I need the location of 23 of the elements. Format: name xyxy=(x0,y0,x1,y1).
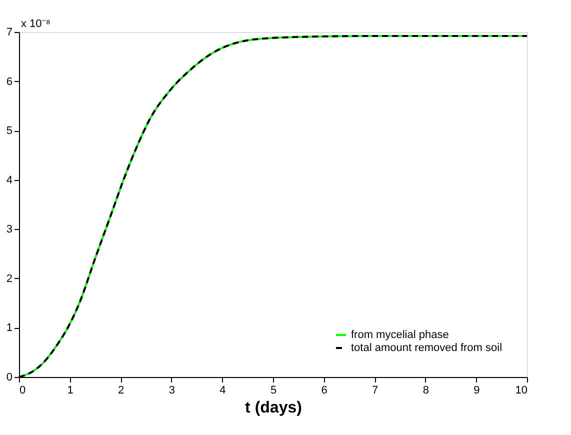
x-tick-label: 1 xyxy=(67,384,74,396)
y-tick-label: 5 xyxy=(6,125,12,138)
y-tick-label: 6 xyxy=(6,76,12,88)
x-tick-label: 9 xyxy=(474,384,480,396)
legend-label: from mycelial phase xyxy=(351,329,449,341)
text: x 10⁻⁸ xyxy=(21,18,50,30)
x-tick-label: 6 xyxy=(321,384,328,396)
x-tick-label: 8 xyxy=(422,384,429,396)
legend-label: total amount removed from soil xyxy=(351,342,502,354)
y-tick-label: 4 xyxy=(6,174,12,186)
x-tick-label: 2 xyxy=(118,384,124,396)
x-tick-label: 5 xyxy=(270,384,277,396)
y-tick-label: 0 xyxy=(6,372,12,384)
y-tick-label: 2 xyxy=(6,272,12,285)
x-tick-label: 0 xyxy=(20,384,26,396)
x-tick-label: 10 xyxy=(515,384,528,396)
x-tick-label: 4 xyxy=(220,384,226,396)
x-tick-label: 7 xyxy=(372,384,378,396)
y-tick-label: 7 xyxy=(6,26,12,38)
x-axis-title: t (days) xyxy=(245,400,302,416)
x-tick-label: 3 xyxy=(168,384,175,396)
y-tick-label: 1 xyxy=(6,322,12,334)
y-tick-label: 3 xyxy=(6,224,12,236)
